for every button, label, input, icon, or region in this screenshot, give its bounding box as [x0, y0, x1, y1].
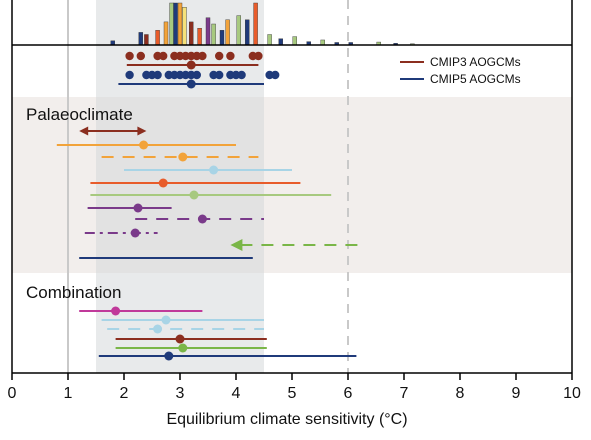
x-tick-label-4: 4	[232, 385, 241, 402]
estimate-palaeoclimate-6	[90, 178, 301, 188]
best-estimate-dot-6	[158, 178, 168, 188]
estimate-palaeoclimate-7	[90, 190, 332, 200]
x-tick-label-2: 2	[120, 385, 129, 402]
x-tick-label-9: 9	[512, 385, 521, 402]
estimate-ranges	[56, 60, 362, 361]
best-estimate-dot-18	[164, 351, 174, 361]
x-axis-label: Equilibrium climate sensitivity (°C)	[166, 411, 407, 428]
model-dot-1-0	[125, 70, 134, 80]
best-estimate-dot-7	[189, 190, 199, 200]
best-estimate-dot-3	[139, 140, 149, 150]
estimate-models-1	[118, 79, 264, 89]
arrow-left-11	[230, 239, 243, 251]
histogram-bar-17	[253, 2, 258, 46]
model-dot-1-3	[153, 70, 162, 80]
histogram-bar-10	[197, 28, 202, 46]
estimate-combination-15	[107, 324, 264, 334]
model-dot-0-0	[125, 51, 134, 61]
histogram-bar-8	[182, 6, 187, 46]
histogram-bar-6	[173, 2, 178, 46]
best-estimate-dot-10	[130, 228, 140, 238]
model-dot-1-16	[271, 70, 280, 80]
x-tick-label-6: 6	[344, 385, 353, 402]
best-estimate-dot-9	[197, 214, 207, 224]
x-tick-label-10: 10	[563, 385, 581, 402]
best-estimate-dot-14	[161, 315, 171, 325]
histogram-bar-15	[236, 15, 242, 46]
estimate-combination-16	[115, 334, 267, 344]
best-estimate-dot-16	[175, 334, 185, 344]
chart-backgrounds	[12, 0, 572, 373]
section-label-combination: Combination	[26, 283, 121, 302]
legend-label-cmip3: CMIP3 AOGCMs	[430, 55, 521, 69]
estimate-palaeoclimate-8	[87, 203, 172, 213]
x-axis-ticks: 0 1 2 3 4 5 6 7 8 9 10	[8, 373, 581, 402]
x-tick-label-3: 3	[176, 385, 185, 402]
model-dot-0-3	[159, 51, 168, 61]
x-tick-label-5: 5	[288, 385, 297, 402]
model-dot-1-9	[192, 70, 201, 80]
histogram-bar-14	[225, 19, 230, 46]
histogram-bar-4	[163, 21, 169, 46]
histogram-bar-1	[138, 32, 144, 46]
legend: CMIP3 AOGCMs CMIP5 AOGCMs	[400, 55, 521, 86]
best-estimate-dot-15	[153, 324, 163, 334]
arrow-right-2	[137, 126, 147, 136]
estimate-palaeoclimate-11	[230, 239, 362, 251]
best-estimate-dot-5	[209, 165, 219, 175]
estimate-palaeoclimate-2	[79, 126, 147, 136]
arrow-left-2	[79, 126, 89, 136]
histogram-bar-12	[211, 23, 216, 46]
histogram-bar-13	[219, 30, 225, 46]
histogram-bar-18	[267, 34, 272, 46]
histogram-bar-3	[155, 30, 160, 46]
model-dot-1-11	[215, 70, 224, 80]
model-dot-0-10	[215, 51, 224, 61]
x-tick-label-7: 7	[400, 385, 409, 402]
model-dot-0-9	[198, 51, 207, 61]
estimate-combination-14	[101, 315, 264, 325]
histogram-bar-9	[188, 21, 194, 46]
estimate-combination-13	[79, 306, 203, 316]
x-tick-label-8: 8	[456, 385, 465, 402]
estimate-palaeoclimate-9	[135, 214, 264, 224]
section-label-palaeoclimate: Palaeoclimate	[26, 105, 133, 124]
histogram-bar-11	[205, 17, 211, 46]
legend-label-cmip5: CMIP5 AOGCMs	[430, 72, 521, 86]
best-estimate-dot-17	[178, 343, 188, 353]
estimate-palaeoclimate-5	[124, 165, 292, 175]
estimate-models-0	[126, 60, 259, 70]
model-dot-0-1	[136, 51, 145, 61]
histogram-bar-2	[144, 34, 149, 46]
x-tick-label-0: 0	[8, 385, 17, 402]
estimate-palaeoclimate-3	[56, 140, 236, 150]
histogram-bar-22	[320, 39, 325, 46]
histogram-bar-20	[292, 36, 297, 46]
best-estimate-dot-8	[133, 203, 143, 213]
model-dots	[125, 51, 280, 80]
best-estimate-dot-13	[111, 306, 121, 316]
histogram-bar-5	[169, 2, 174, 46]
histogram-bar-19	[278, 38, 283, 46]
estimate-combination-18	[98, 351, 357, 361]
model-dot-1-14	[237, 70, 246, 80]
model-dot-0-13	[254, 51, 263, 61]
model-dot-0-11	[226, 51, 235, 61]
best-estimate-dot-4	[178, 152, 188, 162]
x-tick-label-1: 1	[64, 385, 73, 402]
histogram-bar-7	[177, 2, 183, 46]
estimate-combination-17	[115, 343, 267, 353]
best-estimate-dot-0	[186, 60, 196, 70]
best-estimate-dot-1	[186, 79, 196, 89]
estimate-palaeoclimate-10	[84, 228, 158, 238]
estimate-palaeoclimate-4	[101, 152, 259, 162]
histogram-bar-16	[244, 19, 250, 46]
